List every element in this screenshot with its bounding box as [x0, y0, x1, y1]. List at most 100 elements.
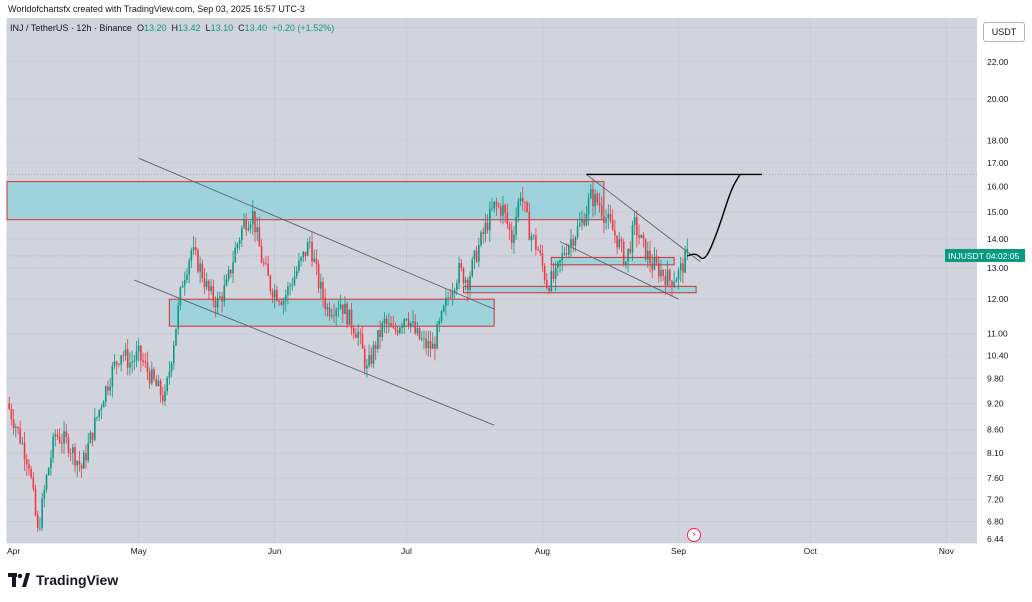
- candle-body: [550, 271, 553, 292]
- candle-body: [686, 249, 689, 252]
- candle-body: [98, 409, 100, 418]
- candle-body: [372, 344, 375, 364]
- candle-body: [348, 309, 351, 325]
- candle-body: [245, 219, 248, 231]
- candle-body: [309, 241, 311, 243]
- candle-body: [192, 247, 195, 251]
- candle-body: [653, 258, 656, 270]
- candle-body: [36, 514, 39, 529]
- candle-body: [109, 386, 111, 391]
- candle-body: [311, 241, 313, 262]
- candle-body: [618, 239, 621, 248]
- candle-body: [440, 311, 443, 321]
- candle-body: [210, 286, 212, 292]
- candle-body: [611, 220, 614, 231]
- candle-body: [140, 345, 142, 361]
- candle-body: [346, 303, 348, 325]
- candle-body: [159, 380, 162, 396]
- candle-body: [381, 323, 384, 338]
- candle-body: [23, 442, 26, 460]
- candle-body: [350, 309, 353, 329]
- candle-body: [155, 379, 158, 387]
- candle-body: [506, 212, 509, 224]
- y-tick-label: 6.44: [987, 534, 1004, 544]
- candle-body: [416, 328, 419, 334]
- candle-body: [135, 351, 138, 361]
- y-tick-label: 8.10: [987, 448, 1004, 458]
- candle-body: [302, 251, 305, 258]
- zone-box: [550, 256, 675, 266]
- candle-body: [142, 360, 144, 362]
- candle-body: [284, 295, 287, 301]
- candle-body: [684, 251, 686, 273]
- x-tick-label: Sep: [671, 546, 686, 556]
- zones: [6, 181, 697, 327]
- candle-body: [93, 417, 96, 440]
- candle-body: [642, 234, 645, 239]
- high-value: 13.42: [178, 23, 201, 33]
- candle-body: [388, 323, 390, 325]
- candle-body: [425, 338, 427, 348]
- y-tick-label: 9.20: [987, 398, 1004, 408]
- candle-body: [471, 259, 474, 277]
- candle-body: [407, 318, 410, 326]
- y-tick-label: 8.60: [987, 425, 1004, 435]
- candle-body: [271, 291, 274, 298]
- candle-body: [570, 239, 572, 247]
- candle-body: [616, 235, 618, 248]
- candle-body: [640, 234, 643, 238]
- candle-body: [276, 289, 278, 301]
- tradingview-logo: TradingView: [8, 572, 118, 588]
- candle-body: [379, 330, 381, 338]
- candle-body: [280, 301, 283, 305]
- candle-body: [493, 201, 495, 209]
- candle-body: [535, 235, 537, 250]
- candle-body: [67, 437, 70, 454]
- candle-body: [227, 269, 230, 280]
- candle-body: [115, 361, 118, 364]
- candle-body: [671, 280, 673, 287]
- candle-body: [565, 253, 568, 255]
- candle-body: [447, 297, 449, 299]
- time-axis[interactable]: Apr May Jun Jul Aug Sep Oct Nov: [7, 546, 955, 556]
- x-tick-label: Jun: [268, 546, 282, 556]
- candle-body: [405, 318, 408, 320]
- candle-body: [337, 308, 340, 310]
- candle-body: [633, 217, 636, 225]
- candle-body: [557, 262, 559, 268]
- candle-body: [519, 197, 522, 201]
- candles: [8, 178, 689, 533]
- candle-body: [69, 453, 72, 454]
- candle-body: [344, 303, 346, 314]
- lightning-icon[interactable]: ⚡: [687, 528, 701, 542]
- candle-body: [361, 333, 364, 349]
- candle-body: [403, 319, 406, 326]
- low-value: 13.10: [210, 23, 234, 33]
- candle-body: [574, 237, 577, 246]
- candle-body: [131, 361, 133, 363]
- currency-unit-button[interactable]: USDT: [983, 22, 1025, 42]
- y-tick-label: 9.80: [987, 374, 1004, 384]
- candle-body: [151, 369, 153, 384]
- candle-body: [76, 460, 79, 466]
- y-tick-label: 14.00: [987, 234, 1009, 244]
- candle-body: [561, 253, 564, 261]
- candle-body: [568, 246, 570, 255]
- candle-body: [539, 250, 542, 254]
- candle-body: [175, 328, 177, 346]
- zone-box: [6, 181, 605, 221]
- candle-body: [352, 328, 355, 334]
- candle-body: [629, 248, 632, 253]
- candle-body: [467, 279, 469, 290]
- open-label: O: [136, 23, 144, 33]
- candle-body: [25, 459, 28, 465]
- zone-box: [462, 285, 697, 294]
- candle-body: [559, 260, 561, 263]
- candle-body: [164, 391, 166, 402]
- candle-body: [594, 193, 596, 207]
- candle-body: [636, 217, 638, 236]
- y-tick-label: 17.00: [987, 158, 1009, 168]
- candle-body: [241, 227, 243, 241]
